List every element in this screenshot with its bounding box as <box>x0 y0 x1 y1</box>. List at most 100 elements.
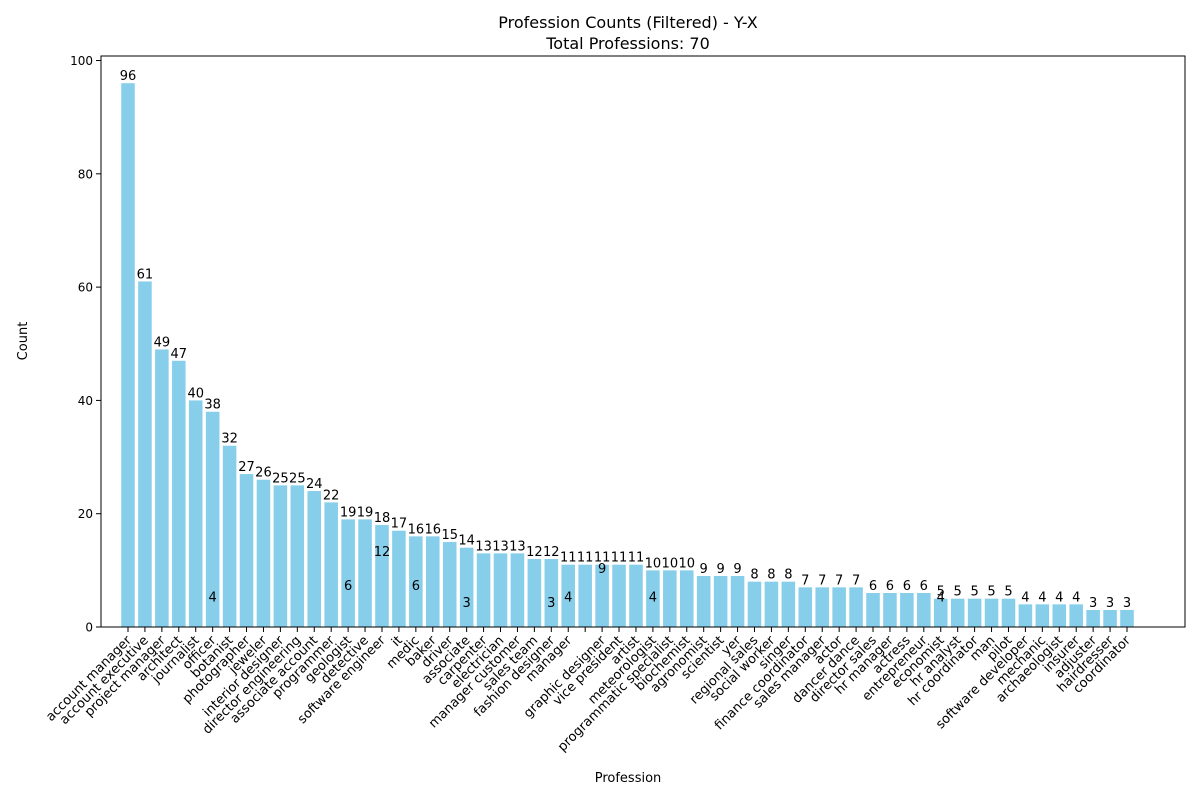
value-label: 5 <box>954 585 962 600</box>
value-label: 38 <box>204 398 221 413</box>
value-label: 61 <box>137 267 154 282</box>
bar <box>595 564 609 627</box>
value-label: 4 <box>1055 590 1063 605</box>
bar <box>409 536 423 627</box>
bar <box>679 570 694 627</box>
bar <box>646 570 660 627</box>
value-label: 9 <box>716 562 724 577</box>
x-axis-label: Profession <box>595 771 662 786</box>
annotation: 4 <box>209 590 217 605</box>
value-label: 8 <box>784 568 792 583</box>
bar <box>933 598 948 627</box>
y-tick-label: 60 <box>78 281 93 295</box>
bar <box>1069 604 1083 627</box>
bar <box>121 83 135 627</box>
value-label: 5 <box>987 585 995 600</box>
value-label: 10 <box>678 556 695 571</box>
bar <box>1052 604 1067 627</box>
bar <box>290 485 305 627</box>
bar <box>426 536 440 627</box>
value-label: 3 <box>1089 596 1097 611</box>
value-label: 11 <box>560 551 577 566</box>
bar <box>375 525 389 627</box>
bar <box>781 581 796 627</box>
value-label: 9 <box>700 562 708 577</box>
value-label: 10 <box>662 556 679 571</box>
value-label: 4 <box>1072 590 1080 605</box>
annotation: 9 <box>598 562 606 577</box>
bar <box>1035 604 1050 627</box>
value-label: 19 <box>340 505 357 520</box>
value-label: 96 <box>120 69 137 84</box>
annotation: 6 <box>412 579 420 594</box>
value-label: 13 <box>492 539 509 554</box>
bar <box>392 530 406 627</box>
bar <box>849 587 863 627</box>
value-label: 15 <box>441 528 458 543</box>
bar <box>883 593 897 627</box>
bar <box>747 581 762 627</box>
bar <box>696 576 711 627</box>
bar <box>341 519 355 627</box>
value-label: 32 <box>221 432 238 447</box>
value-label: 27 <box>238 460 255 475</box>
bar <box>713 576 728 627</box>
bar <box>663 570 677 627</box>
value-label: 8 <box>767 568 775 583</box>
value-label: 22 <box>323 488 340 503</box>
annotation: 4 <box>649 590 657 605</box>
value-label: 6 <box>903 579 911 594</box>
value-label: 11 <box>577 551 594 566</box>
bar <box>273 485 288 627</box>
value-label: 10 <box>645 556 662 571</box>
value-label: 11 <box>628 551 645 566</box>
annotation: 12 <box>374 545 391 560</box>
y-tick-label: 40 <box>78 394 93 408</box>
value-label: 24 <box>306 477 323 492</box>
bar <box>730 576 745 627</box>
bar <box>984 598 999 627</box>
value-label: 6 <box>920 579 928 594</box>
bar <box>629 564 643 627</box>
bar <box>188 400 203 627</box>
bar <box>544 559 559 627</box>
bar <box>476 553 491 627</box>
value-label: 9 <box>733 562 741 577</box>
bar <box>561 564 576 627</box>
value-label: 17 <box>391 517 408 532</box>
value-label: 16 <box>408 522 425 537</box>
value-label: 12 <box>526 545 543 560</box>
value-label: 19 <box>357 505 374 520</box>
bar <box>307 491 322 627</box>
value-label: 25 <box>272 471 289 486</box>
bar <box>815 587 829 627</box>
value-label: 6 <box>869 579 877 594</box>
bar <box>764 581 779 627</box>
bar <box>578 564 592 627</box>
bar <box>205 411 220 627</box>
annotation: 4 <box>937 590 945 605</box>
bar <box>866 593 880 627</box>
value-label: 26 <box>255 466 272 481</box>
chart-subtitle: Total Professions: 70 <box>545 34 710 53</box>
value-label: 7 <box>852 573 860 588</box>
bar <box>222 445 237 627</box>
bar <box>1001 598 1016 627</box>
bar <box>1018 604 1033 627</box>
bar <box>459 547 474 627</box>
value-label: 3 <box>1123 596 1131 611</box>
annotation: 6 <box>344 579 352 594</box>
value-label: 8 <box>750 568 758 583</box>
bar <box>917 593 931 627</box>
chart-title: Profession Counts (Filtered) - Y-X <box>498 13 757 32</box>
bar <box>493 553 508 627</box>
value-label: 5 <box>970 585 978 600</box>
y-tick-label: 100 <box>70 54 93 68</box>
value-label: 47 <box>171 347 188 362</box>
value-label: 7 <box>818 573 826 588</box>
value-label: 25 <box>289 471 306 486</box>
value-label: 14 <box>458 534 475 549</box>
value-label: 4 <box>1021 590 1029 605</box>
